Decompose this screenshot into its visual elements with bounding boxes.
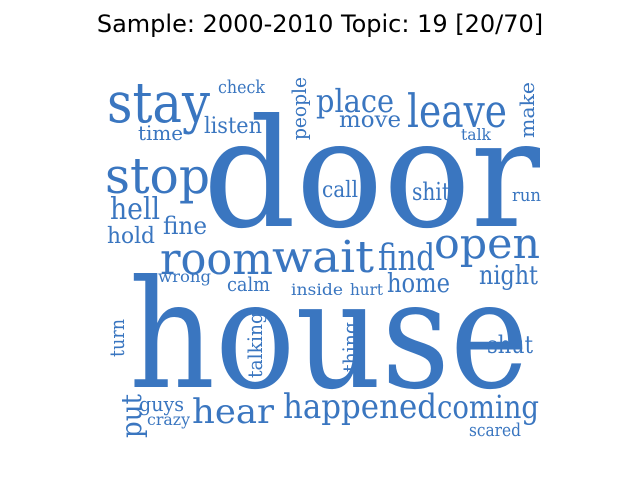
word-thing: thing — [338, 322, 362, 372]
word-inside: inside — [291, 280, 343, 299]
word-shut: shut — [487, 331, 533, 359]
word-time: time — [138, 121, 183, 145]
word-hurt: hurt — [350, 280, 384, 299]
word-wrong: wrong — [158, 267, 211, 286]
word-open: open — [434, 219, 540, 268]
word-call: call — [322, 178, 358, 203]
word-talk: talk — [461, 125, 491, 144]
word-home: home — [387, 269, 450, 299]
word-wait: wait — [272, 232, 374, 283]
word-move: move — [339, 108, 401, 133]
word-stay: stay — [107, 71, 210, 136]
word-make: make — [515, 82, 539, 138]
word-house: house — [129, 249, 529, 423]
word-stop: stop — [105, 147, 210, 205]
word-fine: fine — [163, 212, 207, 240]
word-guys: guys — [139, 392, 184, 416]
word-room: room — [160, 234, 273, 285]
word-hell: hell — [110, 192, 160, 227]
word-calm: calm — [227, 272, 270, 296]
word-run: run — [512, 185, 541, 206]
word-night: night — [479, 261, 538, 291]
word-crazy: crazy — [147, 410, 190, 429]
word-people: people — [287, 77, 311, 140]
word-put: put — [115, 393, 148, 438]
word-hear: hear — [192, 392, 275, 432]
word-turn: turn — [105, 319, 129, 357]
word-door: door — [203, 88, 540, 262]
word-place: place — [316, 82, 394, 120]
word-listen: listen — [204, 114, 262, 139]
word-check: check — [218, 77, 266, 98]
word-leave: leave — [407, 84, 507, 138]
figure-title: Sample: 2000-2010 Topic: 19 [20/70] — [96, 10, 544, 38]
word-scared: scared — [469, 420, 521, 441]
word-happened: happened — [283, 387, 437, 427]
word-coming: coming — [437, 388, 539, 426]
word-find: find — [378, 238, 435, 279]
word-talking: talking — [243, 312, 267, 378]
word-shit: shit — [412, 178, 450, 206]
word-hold: hold — [107, 224, 155, 249]
